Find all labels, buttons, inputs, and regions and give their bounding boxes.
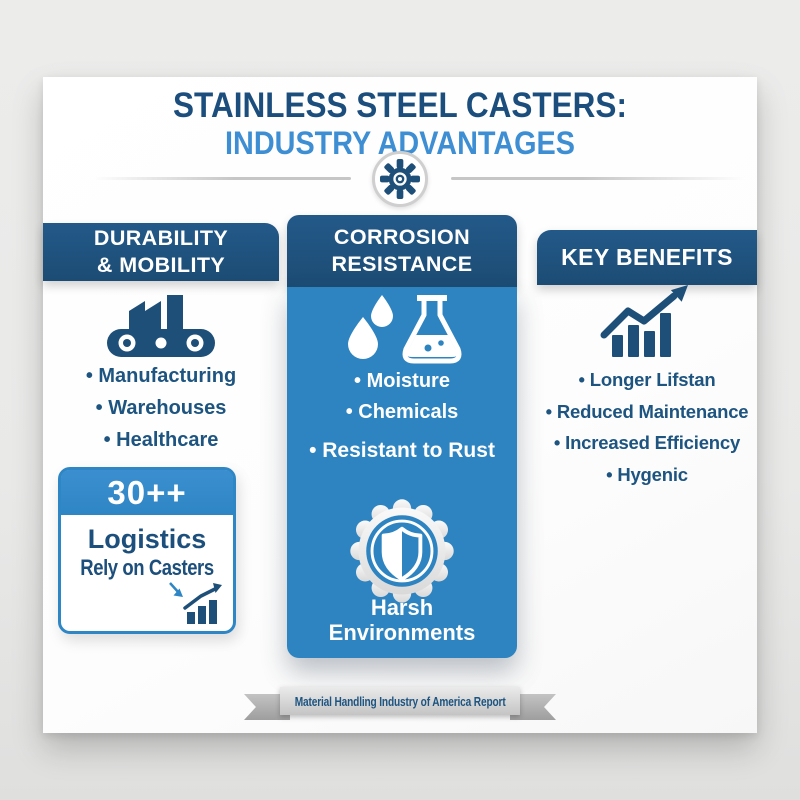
badge-label-line2: Environments — [328, 620, 476, 645]
durability-list: Manufacturing Warehouses Healthcare — [43, 360, 279, 456]
source-ribbon: Material Handling Industry of America Re… — [244, 685, 556, 727]
corrosion-header-line1: CORROSION — [333, 225, 471, 249]
stat-label-line2: Rely on Casters — [80, 555, 214, 580]
list-item: Longer Lifstan — [537, 364, 757, 396]
list-item: Hygenic — [537, 459, 757, 491]
corrosion-header: CORROSION RESISTANCE — [287, 215, 517, 287]
corrosion-header-line2: RESISTANCE — [331, 252, 473, 276]
list-item: Chemicals — [287, 397, 517, 428]
list-item: Warehouses — [43, 392, 279, 424]
list-item: Moisture — [287, 366, 517, 397]
benefits-header: KEY BENEFITS — [537, 230, 757, 285]
shield-badge-icon — [344, 493, 460, 609]
factory-conveyor-icon — [105, 291, 217, 357]
list-item: Increased Efficiency — [537, 427, 757, 459]
durability-header-line1: DURABILITY — [93, 226, 229, 250]
droplets-flask-icon — [342, 293, 462, 367]
corrosion-highlight-item: Resistant to Rust — [287, 439, 517, 463]
badge-label: Harsh Environments — [287, 595, 517, 645]
stat-value: 30++ — [61, 470, 233, 515]
list-item: Reduced Maintenance — [537, 396, 757, 428]
benefits-header-text: KEY BENEFITS — [561, 244, 733, 270]
benefits-list: Longer Lifstan Reduced Maintenance Incre… — [537, 364, 757, 490]
ribbon-band: Material Handling Industry of America Re… — [280, 687, 520, 715]
title-line1: STAINLESS STEEL CASTERS: — [173, 86, 627, 125]
infographic-card: STAINLESS STEEL CASTERS: INDUSTRY ADVANT… — [43, 77, 757, 733]
durability-header-line2: & MOBILITY — [96, 253, 226, 277]
mini-growth-chart-icon — [167, 580, 225, 626]
list-item: Healthcare — [43, 424, 279, 456]
divider-line-right — [451, 177, 743, 180]
gear-icon — [372, 151, 428, 207]
durability-header: DURABILITY & MOBILITY — [43, 223, 279, 281]
growth-chart-icon — [600, 283, 696, 357]
corrosion-panel: Moisture Chemicals Resistant to Rust — [287, 287, 517, 658]
divider-line-left — [93, 177, 351, 180]
badge-label-line1: Harsh — [370, 595, 434, 620]
list-item: Manufacturing — [43, 360, 279, 392]
stat-label-line1: Logistics — [87, 524, 207, 554]
ribbon-text: Material Handling Industry of America Re… — [294, 693, 506, 709]
logistics-stat-box: 30++ Logistics Rely on Casters — [58, 467, 236, 634]
corrosion-list: Moisture Chemicals — [287, 366, 517, 428]
